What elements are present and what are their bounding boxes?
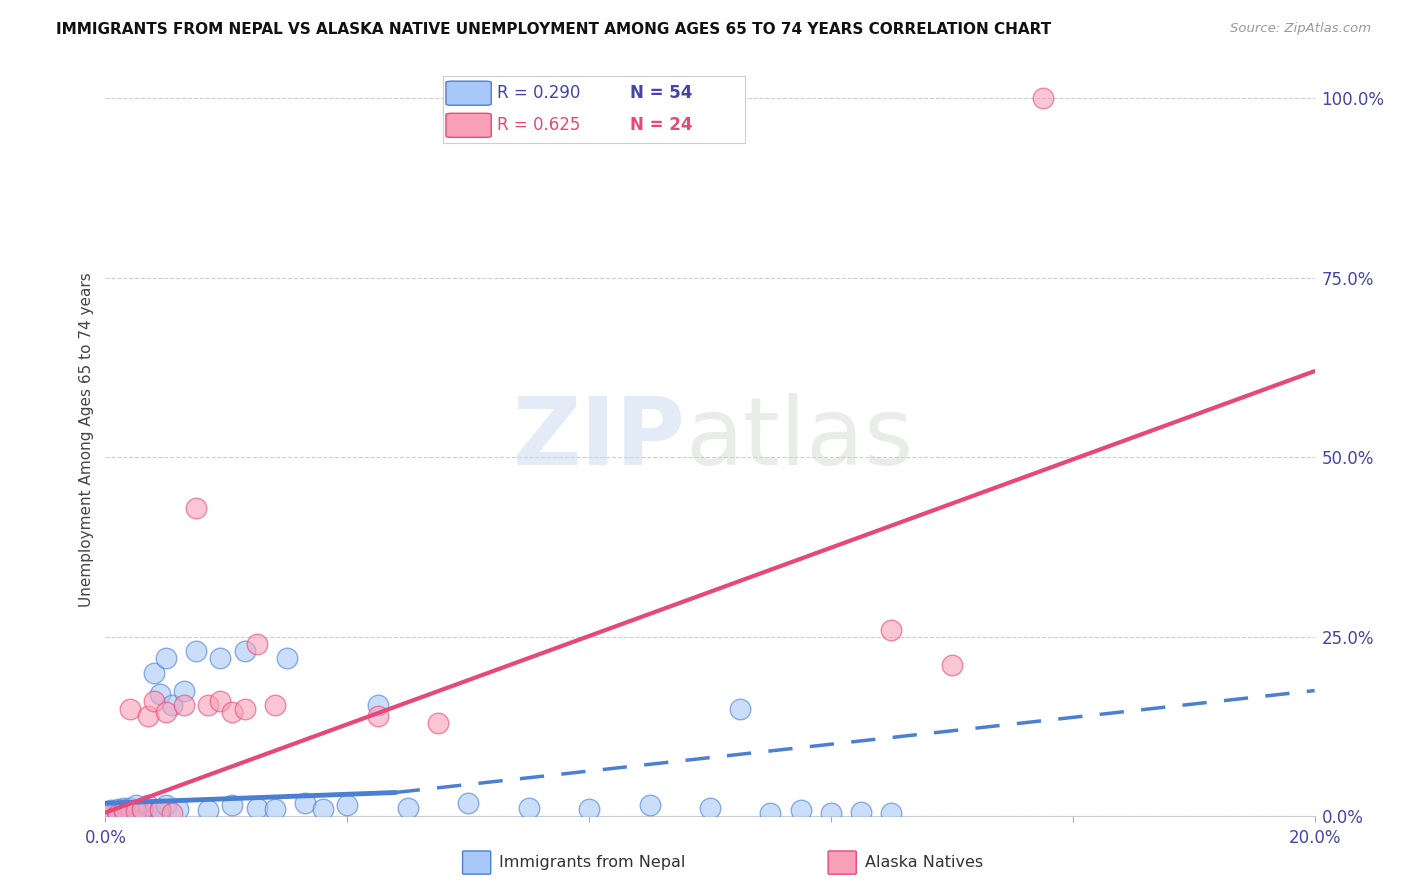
- Point: [880, 623, 903, 637]
- Point: [820, 805, 842, 820]
- Point: [167, 802, 190, 816]
- Text: ZIP: ZIP: [513, 393, 686, 485]
- Text: IMMIGRANTS FROM NEPAL VS ALASKA NATIVE UNEMPLOYMENT AMONG AGES 65 TO 74 YEARS CO: IMMIGRANTS FROM NEPAL VS ALASKA NATIVE U…: [56, 22, 1052, 37]
- Point: [396, 800, 419, 814]
- Point: [142, 665, 165, 680]
- Point: [849, 805, 872, 819]
- Point: [118, 807, 141, 822]
- Point: [142, 804, 165, 818]
- Text: R = 0.625: R = 0.625: [498, 116, 581, 135]
- Point: [112, 805, 135, 820]
- Point: [160, 698, 183, 712]
- FancyBboxPatch shape: [446, 81, 491, 105]
- Text: R = 0.290: R = 0.290: [498, 84, 581, 103]
- Point: [173, 683, 195, 698]
- Point: [107, 808, 129, 822]
- Point: [112, 804, 135, 818]
- Point: [294, 797, 316, 811]
- Point: [173, 698, 195, 712]
- Point: [118, 701, 141, 715]
- Text: Alaska Natives: Alaska Natives: [865, 855, 983, 870]
- Point: [880, 806, 903, 821]
- Point: [125, 804, 148, 818]
- Point: [366, 698, 388, 712]
- Point: [125, 798, 148, 813]
- Point: [125, 806, 148, 821]
- Point: [107, 807, 129, 822]
- Point: [149, 802, 172, 816]
- Point: [246, 637, 269, 651]
- FancyBboxPatch shape: [446, 113, 491, 137]
- Point: [112, 800, 135, 814]
- Point: [246, 800, 269, 814]
- Point: [100, 807, 122, 822]
- Point: [136, 805, 159, 819]
- Point: [276, 651, 298, 665]
- Point: [186, 500, 208, 515]
- Point: [197, 698, 219, 712]
- Y-axis label: Unemployment Among Ages 65 to 74 years: Unemployment Among Ages 65 to 74 years: [79, 272, 94, 607]
- Point: [790, 804, 813, 818]
- Point: [209, 694, 232, 708]
- Point: [312, 802, 335, 816]
- Point: [730, 701, 752, 715]
- Point: [112, 807, 135, 822]
- Point: [112, 804, 135, 818]
- Point: [336, 798, 359, 813]
- Point: [638, 798, 661, 813]
- Point: [263, 698, 285, 712]
- Point: [136, 798, 159, 813]
- Point: [118, 800, 141, 814]
- Point: [149, 804, 172, 818]
- Point: [131, 802, 153, 816]
- Point: [941, 658, 963, 673]
- Point: [107, 802, 129, 816]
- Point: [155, 651, 177, 665]
- Point: [186, 644, 208, 658]
- Point: [155, 705, 177, 719]
- Point: [118, 804, 141, 818]
- Point: [142, 694, 165, 708]
- Text: N = 24: N = 24: [630, 116, 693, 135]
- Point: [517, 800, 540, 814]
- Point: [578, 802, 600, 816]
- Point: [197, 804, 219, 818]
- Point: [155, 798, 177, 813]
- Point: [699, 800, 721, 814]
- Point: [131, 802, 153, 816]
- Text: N = 54: N = 54: [630, 84, 693, 103]
- Point: [457, 797, 479, 811]
- Point: [100, 805, 122, 820]
- Point: [233, 644, 256, 658]
- Point: [1032, 91, 1054, 105]
- Text: Source: ZipAtlas.com: Source: ZipAtlas.com: [1230, 22, 1371, 36]
- Point: [131, 805, 153, 820]
- Point: [427, 715, 450, 730]
- Text: atlas: atlas: [686, 393, 914, 485]
- Point: [100, 805, 122, 820]
- Point: [221, 705, 243, 719]
- Text: Immigrants from Nepal: Immigrants from Nepal: [499, 855, 686, 870]
- Point: [160, 805, 183, 820]
- Point: [209, 651, 232, 665]
- Point: [107, 807, 129, 822]
- Point: [100, 804, 122, 818]
- Point: [149, 687, 172, 701]
- Point: [233, 701, 256, 715]
- Point: [366, 708, 388, 723]
- Point: [107, 805, 129, 819]
- Point: [136, 708, 159, 723]
- Point: [759, 805, 782, 820]
- Point: [263, 802, 285, 816]
- Point: [221, 798, 243, 813]
- Point: [125, 804, 148, 818]
